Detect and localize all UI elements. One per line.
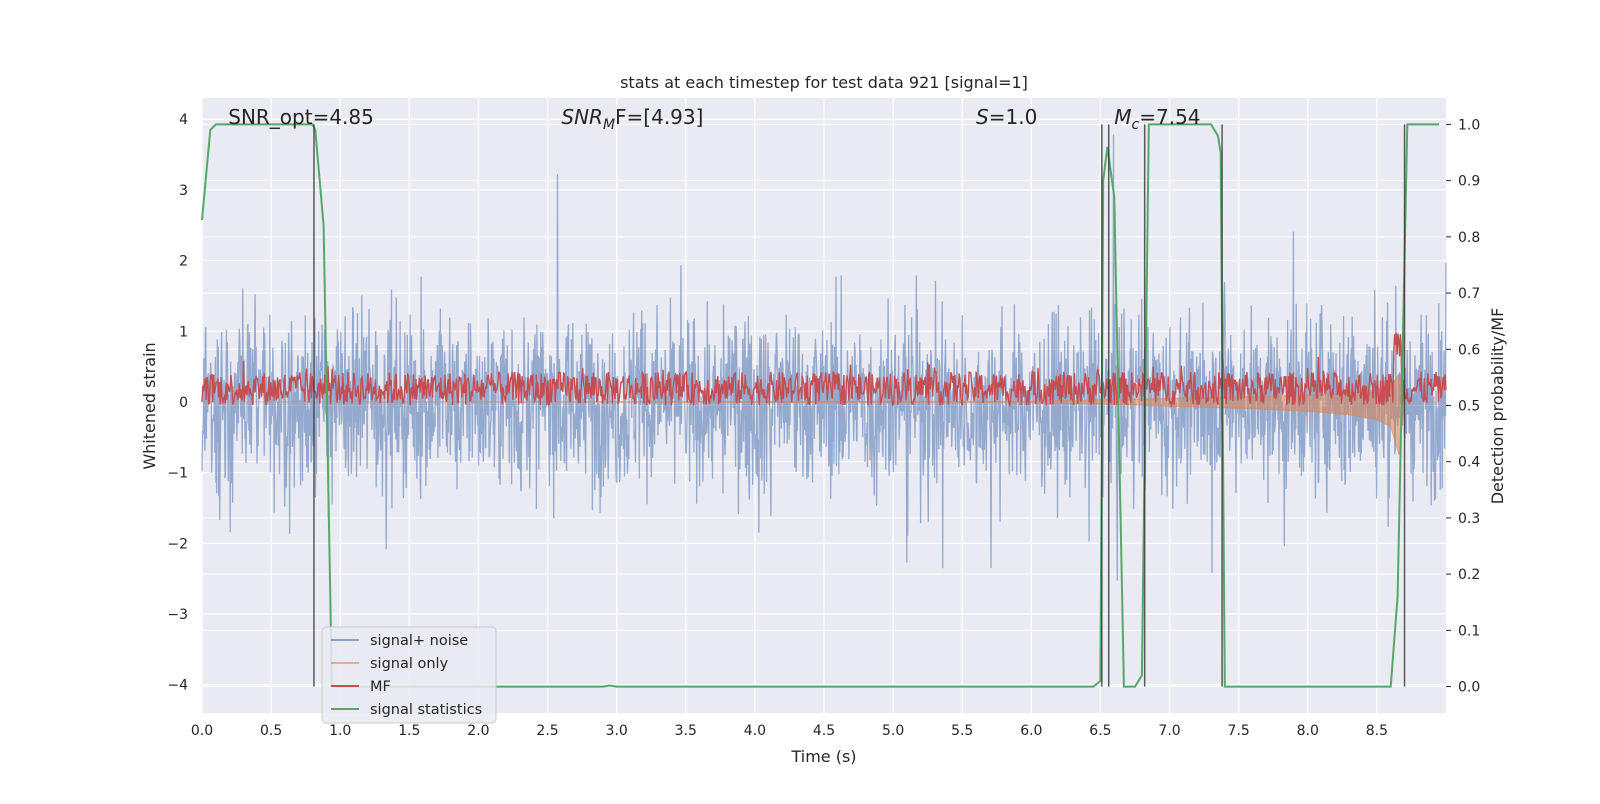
x-tick-label: 1.0 — [329, 723, 351, 739]
legend-label-mf: MF — [370, 679, 391, 695]
chart-title: stats at each timestep for test data 921… — [620, 73, 1028, 92]
y2-tick-label: 0.0 — [1458, 680, 1480, 696]
x-tick-label: 7.0 — [1158, 723, 1180, 739]
y2-tick-labels: 0.0 0.1 0.2 0.3 0.4 0.5 0.6 0.7 0.8 0.9 1.0 — [1446, 117, 1480, 696]
x-tick-label: 6.5 — [1089, 723, 1111, 739]
x-tick-label: 5.5 — [951, 723, 973, 739]
y-tick-label: −2 — [167, 536, 188, 552]
y2-tick-label: 0.9 — [1458, 174, 1480, 190]
y-tick-label: 4 — [179, 112, 188, 128]
x-tick-label: 7.5 — [1228, 723, 1250, 739]
y-axis-label: Whitened strain — [140, 342, 159, 469]
annotation-0: SNR_opt=4.85 — [228, 105, 374, 129]
annotations: SNR_opt=4.85 SNRMF=[4.93] S=1.0 Mc=7.54 — [228, 105, 1200, 133]
legend-label-signal-statistics: signal statistics — [370, 702, 482, 718]
x-tick-label: 5.0 — [882, 723, 904, 739]
legend-label-signal-only: signal only — [370, 656, 449, 672]
y-tick-label: 2 — [179, 254, 188, 270]
series-signal-statistics-line — [201, 123, 1440, 688]
annotation-1: SNRMF=[4.93] — [561, 105, 703, 133]
y-tick-label: −4 — [167, 678, 188, 694]
y2-tick-label: 0.6 — [1458, 342, 1480, 358]
x-tick-label: 1.5 — [398, 723, 420, 739]
legend: signal+ noise signal only MF signal stat… — [321, 626, 497, 724]
y-tick-label: 1 — [179, 324, 188, 340]
y2-tick-label: 0.7 — [1458, 286, 1480, 302]
y-tick-label: −3 — [167, 607, 188, 623]
y2-tick-label: 0.8 — [1458, 230, 1480, 246]
legend-box — [321, 626, 497, 724]
y2-tick-label: 1.0 — [1458, 117, 1480, 133]
series-mf-line — [201, 332, 1447, 408]
y-tick-label: −1 — [167, 466, 188, 482]
x-tick-label: 8.0 — [1297, 723, 1319, 739]
y-tick-label: 0 — [179, 395, 188, 411]
y2-tick-label: 0.4 — [1458, 455, 1480, 471]
y2-axis-label: Detection probability/MF — [1488, 308, 1507, 505]
x-tick-label: 3.5 — [675, 723, 697, 739]
y2-tick-label: 0.1 — [1458, 623, 1480, 639]
annotation-3: Mc=7.54 — [1114, 105, 1200, 133]
x-tick-label: 2.5 — [536, 723, 558, 739]
vertical-markers — [313, 124, 1406, 687]
x-tick-label: 0.5 — [260, 723, 282, 739]
x-tick-label: 4.0 — [744, 723, 766, 739]
y-tick-label: 3 — [179, 183, 188, 199]
x-tick-label: 6.0 — [1020, 723, 1042, 739]
legend-label-signal-noise: signal+ noise — [370, 633, 468, 649]
y2-tick-label: 0.5 — [1458, 399, 1480, 415]
x-tick-label: 0.0 — [191, 723, 213, 739]
y2-tick-label: 0.2 — [1458, 567, 1480, 583]
y2-tick-label: 0.3 — [1458, 511, 1480, 527]
x-tick-label: 4.5 — [813, 723, 835, 739]
series-layer — [201, 123, 1447, 688]
annotation-2: S=1.0 — [976, 105, 1037, 129]
x-axis-label: Time (s) — [790, 747, 856, 766]
x-tick-label: 3.0 — [606, 723, 628, 739]
y-tick-labels: −4 −3 −2 −1 0 1 2 3 4 — [167, 112, 188, 694]
x-tick-label: 8.5 — [1366, 723, 1388, 739]
x-tick-label: 2.0 — [467, 723, 489, 739]
x-tick-labels: 0.0 0.5 1.0 1.5 2.0 2.5 3.0 3.5 4.0 4.5 5.0 5.5 6.0 6… — [191, 723, 1388, 739]
